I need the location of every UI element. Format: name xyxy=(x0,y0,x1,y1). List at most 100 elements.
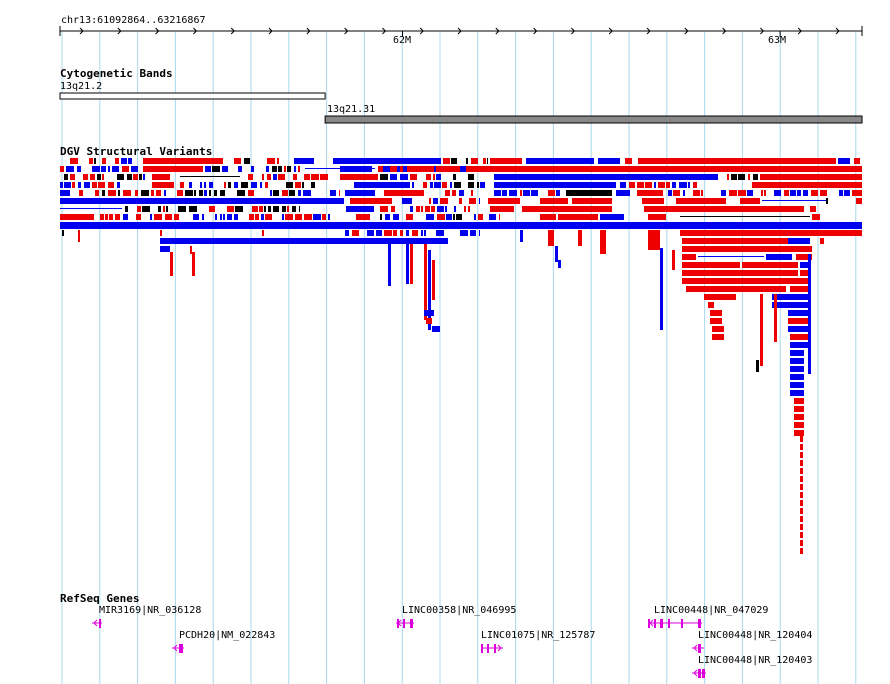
gene-label[interactable]: PCDH20|NM_022843 xyxy=(179,630,276,641)
dgv-variant[interactable] xyxy=(282,190,288,196)
dgv-variant[interactable] xyxy=(95,190,99,196)
dgv-variant[interactable] xyxy=(333,158,441,164)
gene-exon[interactable] xyxy=(654,619,656,628)
dgv-variant[interactable] xyxy=(60,222,862,229)
dgv-variant[interactable] xyxy=(459,190,464,196)
dgv-variant[interactable] xyxy=(490,158,522,164)
dgv-variant[interactable] xyxy=(494,182,616,188)
dgv-variant[interactable] xyxy=(452,190,456,196)
dgv-variant[interactable] xyxy=(460,166,466,172)
dgv-variant[interactable] xyxy=(680,230,862,236)
dgv-variant[interactable] xyxy=(470,230,476,236)
dgv-variant[interactable] xyxy=(330,190,336,196)
gene-label[interactable]: LINC00448|NR_120404 xyxy=(698,630,813,641)
gene-label[interactable]: LINC00358|NR_046995 xyxy=(402,605,517,616)
dgv-variant[interactable] xyxy=(672,250,675,270)
dgv-variant[interactable] xyxy=(856,198,862,204)
dgv-variant[interactable] xyxy=(433,198,438,204)
dgv-variant[interactable] xyxy=(160,238,448,244)
dgv-variant[interactable] xyxy=(412,230,418,236)
dgv-variant[interactable] xyxy=(380,174,388,180)
dgv-variant[interactable] xyxy=(115,158,119,164)
dgv-variant[interactable] xyxy=(555,246,558,262)
dgv-variant[interactable] xyxy=(410,206,413,212)
dgv-variant[interactable] xyxy=(794,414,804,420)
dgv-variant[interactable] xyxy=(156,190,161,196)
dgv-variant[interactable] xyxy=(220,214,222,220)
gene-label[interactable]: LINC00448|NR_120403 xyxy=(698,655,813,666)
dgv-variant[interactable] xyxy=(826,198,828,204)
dgv-variant[interactable] xyxy=(380,214,382,220)
dgv-variant[interactable] xyxy=(800,484,803,490)
dgv-variant[interactable] xyxy=(180,182,184,188)
dgv-variant[interactable] xyxy=(151,190,154,196)
gene-exon[interactable] xyxy=(681,619,683,628)
dgv-track[interactable] xyxy=(60,158,862,554)
dgv-variant[interactable] xyxy=(437,214,445,220)
dgv-variant[interactable] xyxy=(64,182,71,188)
dgv-variant[interactable] xyxy=(209,190,211,196)
dgv-variant[interactable] xyxy=(272,166,277,172)
dgv-variant[interactable] xyxy=(70,174,75,180)
dgv-variant[interactable] xyxy=(468,174,474,180)
dgv-variant[interactable] xyxy=(340,166,372,172)
dgv-variant[interactable] xyxy=(794,422,804,428)
dgv-variant[interactable] xyxy=(425,206,430,212)
dgv-variant[interactable] xyxy=(800,540,803,546)
dgv-variant[interactable] xyxy=(383,166,390,172)
dgv-variant[interactable] xyxy=(421,206,423,212)
dgv-variant[interactable] xyxy=(540,198,568,204)
dgv-variant[interactable] xyxy=(270,190,272,196)
dgv-variant[interactable] xyxy=(811,190,818,196)
dgv-variant[interactable] xyxy=(277,158,279,164)
dgv-variant[interactable] xyxy=(273,174,277,180)
gene-exon[interactable] xyxy=(698,669,701,678)
dgv-variant[interactable] xyxy=(445,190,450,196)
dgv-variant[interactable] xyxy=(378,166,862,172)
dgv-variant[interactable] xyxy=(629,182,635,188)
dgv-variant[interactable] xyxy=(66,166,74,172)
dgv-variant[interactable] xyxy=(170,252,173,276)
dgv-variant[interactable] xyxy=(471,158,478,164)
dgv-variant[interactable] xyxy=(92,182,97,188)
dgv-variant[interactable] xyxy=(143,174,145,180)
dgv-variant[interactable] xyxy=(682,270,798,276)
dgv-variant[interactable] xyxy=(174,214,179,220)
gene-exon[interactable] xyxy=(487,644,489,653)
dgv-variant[interactable] xyxy=(686,286,786,292)
dgv-variant[interactable] xyxy=(345,190,375,196)
dgv-variant[interactable] xyxy=(410,174,417,180)
dgv-variant[interactable] xyxy=(311,182,315,188)
dgv-variant[interactable] xyxy=(556,190,560,196)
dgv-variant[interactable] xyxy=(100,214,104,220)
dgv-variant[interactable] xyxy=(654,182,656,188)
dgv-variant[interactable] xyxy=(731,174,737,180)
gene-label[interactable]: LINC00448|NR_047029 xyxy=(654,605,769,616)
dgv-variant[interactable] xyxy=(790,374,804,380)
dgv-variant[interactable] xyxy=(648,214,666,220)
dgv-variant[interactable] xyxy=(200,182,202,188)
dgv-variant[interactable] xyxy=(152,182,174,188)
dgv-variant[interactable] xyxy=(572,198,612,204)
dgv-variant[interactable] xyxy=(682,278,808,284)
dgv-variant[interactable] xyxy=(600,214,624,220)
dgv-variant[interactable] xyxy=(265,182,268,188)
dgv-variant[interactable] xyxy=(117,174,124,180)
dgv-variant[interactable] xyxy=(431,206,435,212)
dgv-variant[interactable] xyxy=(666,182,670,188)
gene-exon[interactable] xyxy=(99,619,101,628)
dgv-variant[interactable] xyxy=(261,214,264,220)
dgv-variant[interactable] xyxy=(468,182,474,188)
dgv-variant[interactable] xyxy=(295,182,301,188)
dgv-variant[interactable] xyxy=(249,214,254,220)
cytoband-13q21-2[interactable] xyxy=(59,92,326,100)
dgv-variant[interactable] xyxy=(764,190,766,196)
dgv-variant[interactable] xyxy=(286,182,293,188)
dgv-variant[interactable] xyxy=(450,182,452,188)
dgv-variant[interactable] xyxy=(390,174,397,180)
dgv-variant[interactable] xyxy=(78,230,80,242)
dgv-variant[interactable] xyxy=(800,548,803,554)
dgv-variant[interactable] xyxy=(800,444,803,450)
dgv-variant[interactable] xyxy=(648,230,660,250)
dgv-variant[interactable] xyxy=(520,230,523,242)
